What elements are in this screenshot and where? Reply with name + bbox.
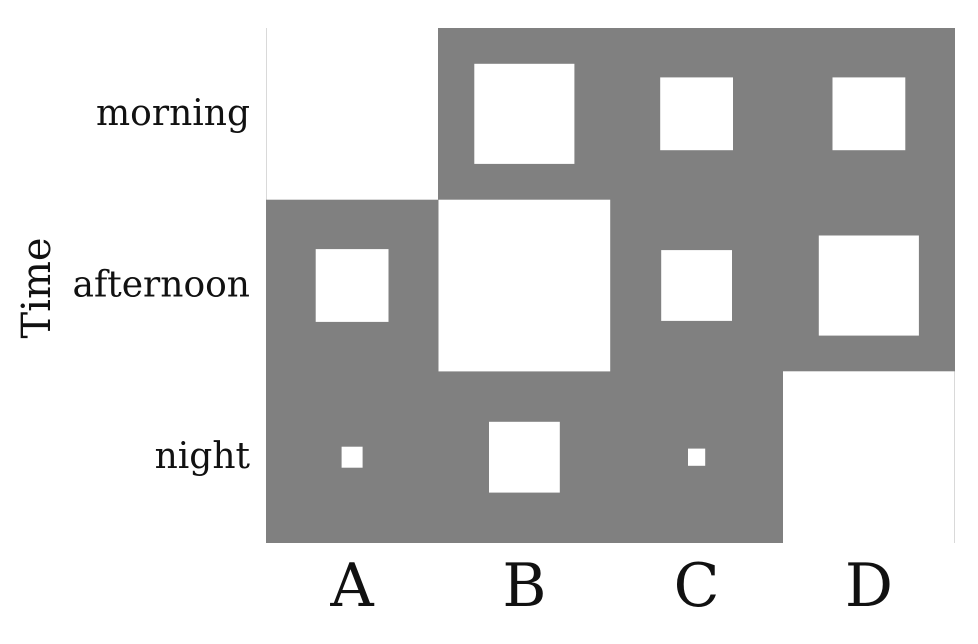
cell-square-afternoon-D bbox=[818, 235, 919, 336]
cell-square-morning-D bbox=[832, 77, 906, 151]
x-tick-label: C bbox=[674, 551, 720, 621]
y-tick-label: afternoon bbox=[73, 265, 251, 306]
cell-square-night-B bbox=[489, 421, 560, 493]
y-axis-label: Time bbox=[14, 237, 60, 338]
x-tick-label: B bbox=[502, 551, 546, 621]
cell-square-night-C bbox=[688, 448, 706, 466]
cell-square-afternoon-A bbox=[315, 249, 389, 322]
cell-square-night-A bbox=[341, 446, 363, 468]
x-tick-labels: A B C D bbox=[329, 551, 893, 621]
cell-square-afternoon-C bbox=[661, 250, 732, 321]
cell-square-night-D bbox=[783, 371, 955, 543]
cell-square-morning-A bbox=[266, 28, 438, 200]
y-tick-labels: morning afternoon night bbox=[73, 93, 251, 477]
cell-square-morning-B bbox=[474, 63, 575, 164]
cell-square-morning-C bbox=[660, 77, 733, 151]
y-tick-label: morning bbox=[96, 93, 250, 134]
y-tick-label: night bbox=[155, 436, 251, 477]
cell-group bbox=[266, 28, 955, 543]
cell-square-afternoon-B bbox=[438, 199, 611, 372]
x-tick-label: A bbox=[329, 551, 374, 621]
x-tick-label: D bbox=[845, 551, 893, 621]
